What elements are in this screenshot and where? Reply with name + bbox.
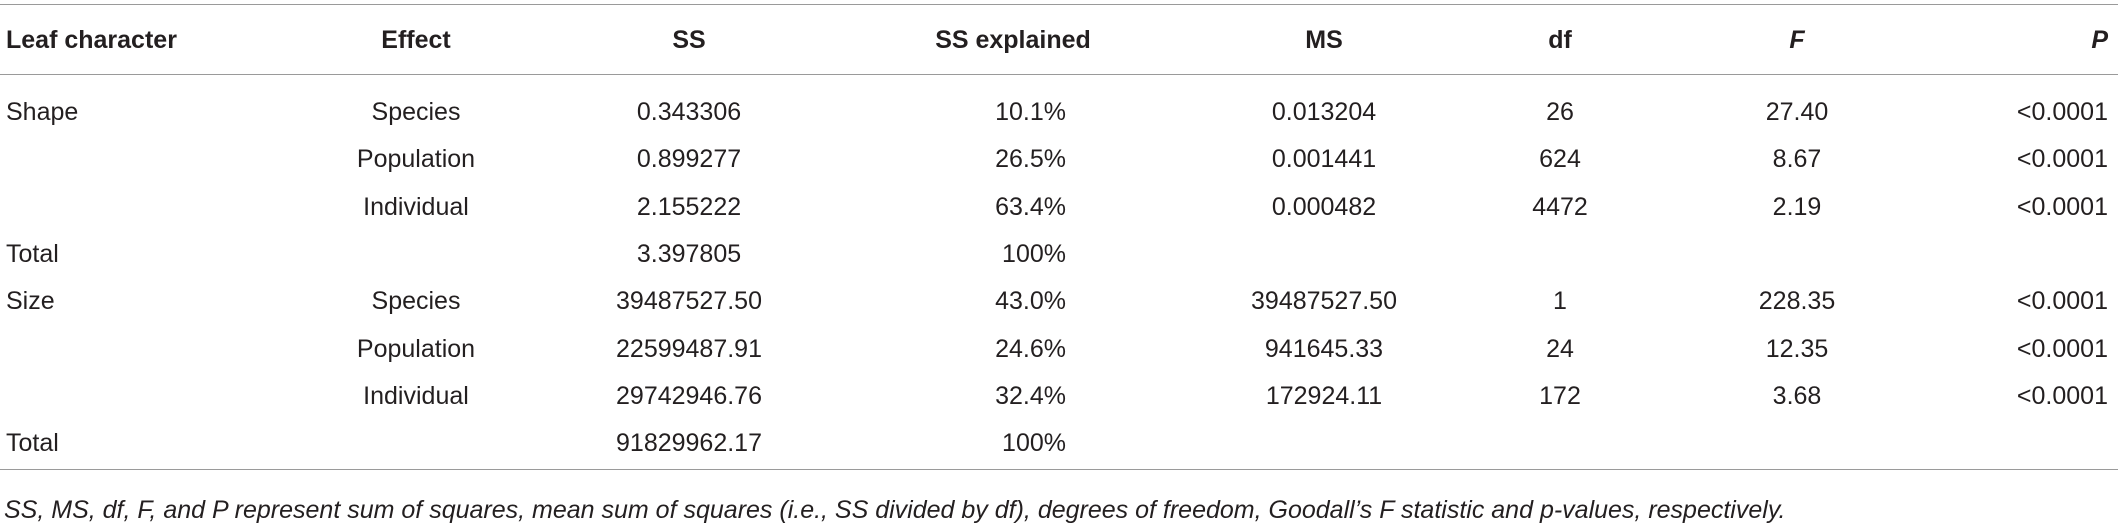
table-cell: <0.0001 — [2016, 287, 2108, 316]
table-cell: Individual — [363, 381, 469, 410]
table-cell: Population — [356, 334, 476, 363]
table-cell: 228.35 — [1758, 287, 1836, 316]
column-header: F — [1789, 26, 1805, 54]
table-cell: 39487527.50 — [1251, 287, 1397, 316]
table-cell: 0.343306 — [636, 98, 742, 126]
top-rule — [0, 4, 2118, 5]
table-cell: 1 — [1553, 287, 1567, 316]
table-cell: 29742946.76 — [616, 381, 762, 410]
header-rule — [0, 74, 2118, 75]
table-cell: 24 — [1546, 334, 1574, 363]
table-cell: 0.013204 — [1271, 98, 1377, 126]
table-cell: 4472 — [1532, 192, 1588, 221]
column-header: MS — [1305, 26, 1343, 54]
footnote: SS, MS, df, F, and P represent sum of sq… — [4, 496, 1786, 524]
table-cell: 27.40 — [1765, 98, 1829, 126]
table-cell: 43.0% — [995, 287, 1066, 316]
table-cell: 26.5% — [995, 145, 1066, 174]
table-cell: 0.000482 — [1271, 192, 1377, 221]
table-cell: 172 — [1539, 381, 1581, 410]
table-cell: 26 — [1546, 98, 1574, 126]
table-cell: 3.68 — [1772, 381, 1822, 410]
table-cell: 2.19 — [1772, 192, 1822, 221]
table-cell: <0.0001 — [2016, 98, 2108, 126]
column-header: Leaf character — [6, 26, 177, 54]
column-header: SS — [672, 26, 706, 54]
table-cell: 24.6% — [995, 334, 1066, 363]
table-cell: 32.4% — [995, 381, 1066, 410]
table-cell: Species — [371, 98, 461, 126]
table-cell: 8.67 — [1772, 145, 1822, 174]
table-cell: <0.0001 — [2016, 192, 2108, 221]
column-header: P — [2091, 26, 2108, 54]
table-cell: 63.4% — [995, 192, 1066, 221]
table-cell: 22599487.91 — [616, 334, 762, 363]
table-cell: 10.1% — [995, 98, 1066, 126]
table-cell: 0.899277 — [636, 145, 742, 174]
table-cell: 172924.11 — [1265, 381, 1383, 410]
table-cell: Total — [6, 429, 59, 458]
table-cell: <0.0001 — [2016, 334, 2108, 363]
column-header: SS explained — [935, 26, 1091, 54]
table-cell: 2.155222 — [636, 192, 742, 221]
table-cell: 39487527.50 — [616, 287, 762, 316]
table-cell: Shape — [6, 98, 79, 126]
column-header: Effect — [381, 26, 451, 54]
column-header: df — [1548, 26, 1572, 54]
table-cell: <0.0001 — [2016, 145, 2108, 174]
table-cell: 91829962.17 — [616, 429, 762, 458]
table-cell: Total — [6, 239, 59, 268]
table-cell: 941645.33 — [1264, 334, 1384, 363]
table-cell: 12.35 — [1765, 334, 1829, 363]
table-cell: Species — [371, 287, 461, 316]
table-cell: 0.001441 — [1271, 145, 1377, 174]
table-cell: Individual — [363, 192, 469, 221]
table-cell: 100% — [1002, 429, 1066, 458]
table-cell: 100% — [1002, 239, 1066, 268]
table-cell: <0.0001 — [2016, 381, 2108, 410]
table-cell: 624 — [1539, 145, 1581, 174]
table-cell: Size — [6, 287, 55, 316]
table-cell: 3.397805 — [636, 239, 742, 268]
bottom-rule — [0, 469, 2118, 470]
table-cell: Population — [356, 145, 476, 174]
